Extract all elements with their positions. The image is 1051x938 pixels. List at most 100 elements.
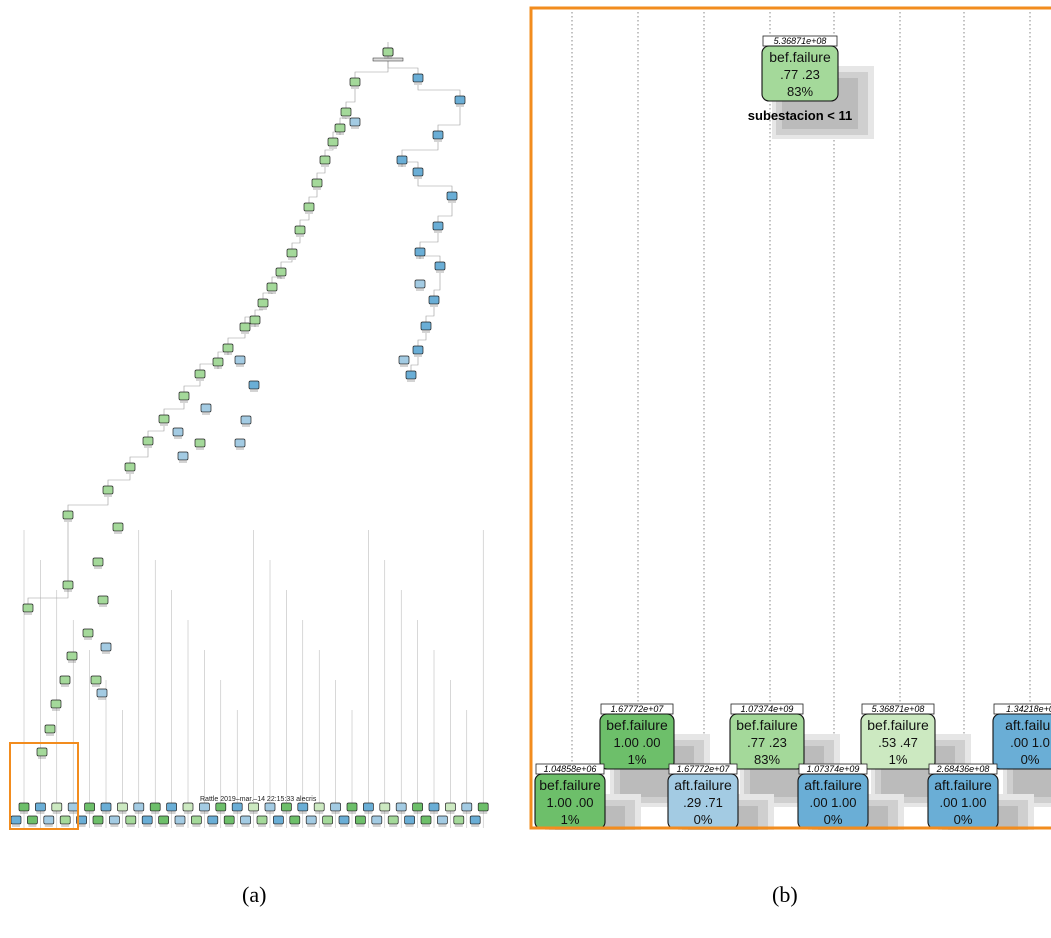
- node-percentage: 83%: [754, 752, 780, 767]
- tree-node: [158, 815, 169, 827]
- node-box: [158, 815, 169, 825]
- node-box: [420, 815, 432, 825]
- node-box: [248, 380, 260, 390]
- tree-node: [313, 802, 325, 814]
- tree-node: 2.68436e+08 aft.failure .00 1.00 0%: [927, 763, 1034, 830]
- node-box: [240, 415, 252, 425]
- zoom-grid: [571, 8, 1031, 826]
- tree-edge: [67, 497, 109, 511]
- tree-node: [445, 802, 456, 814]
- tree-node: [223, 815, 235, 827]
- tree-node: [349, 117, 361, 129]
- tree-node: [51, 802, 63, 814]
- node-box: [223, 815, 235, 825]
- tree-node: [18, 802, 30, 814]
- node-box: [428, 295, 440, 305]
- node-box: [124, 462, 136, 472]
- node-id-text: 5.36871e+08: [872, 704, 925, 714]
- tree-edge: [217, 351, 229, 358]
- node-box: [100, 802, 112, 812]
- node-box: [35, 802, 46, 812]
- tree-node: [264, 802, 276, 814]
- tree-node: [330, 802, 341, 814]
- node-id-text: 1.07374e+09: [807, 764, 860, 774]
- tree-node: [454, 95, 466, 107]
- tree-node: 1.67772e+07 aft.failure .29 .71 0%: [667, 763, 774, 830]
- tree-node: [349, 77, 361, 89]
- tree-edge: [401, 161, 419, 168]
- tree-node: [125, 815, 137, 827]
- tree-node: [177, 451, 189, 463]
- tree-node: [432, 221, 444, 233]
- tree-node: [96, 688, 108, 700]
- node-box: [340, 107, 352, 117]
- node-box: [199, 802, 210, 812]
- node-box: [412, 167, 424, 177]
- tree-node: 1.07374e+09 bef.failure .77 .23 83%: [729, 703, 840, 807]
- node-box: [158, 414, 170, 424]
- node-box: [182, 802, 194, 812]
- tree-node: [200, 403, 212, 415]
- node-box: [371, 815, 383, 825]
- tree-edge: [27, 522, 69, 604]
- node-box: [286, 248, 298, 258]
- node-box: [96, 688, 108, 698]
- tree-node: [379, 802, 391, 814]
- node-box: [338, 815, 350, 825]
- node-box: [177, 451, 189, 461]
- tree-node: [395, 802, 407, 814]
- node-box: [404, 815, 415, 825]
- node-box: [297, 802, 309, 812]
- node-box: [313, 802, 325, 812]
- node-probabilities: .00 1.00: [940, 795, 987, 810]
- tree-node: [240, 815, 251, 827]
- tree-node: [100, 802, 112, 814]
- tree-node: [355, 815, 366, 827]
- tree-node: [199, 802, 210, 814]
- node-probabilities: .29 .71: [683, 795, 723, 810]
- node-box: [256, 815, 268, 825]
- node-id-text: 1.34218e+0: [1006, 704, 1051, 714]
- tree-node: [311, 178, 323, 190]
- node-box: [303, 202, 315, 212]
- node-box: [62, 510, 74, 520]
- tree-node: [420, 815, 432, 827]
- tree-node: [92, 557, 104, 569]
- tree-edge: [425, 307, 435, 322]
- node-box: [396, 155, 408, 165]
- node-box: [330, 802, 341, 812]
- node-class-label: bef.failure: [769, 49, 831, 65]
- tree-node: [346, 802, 358, 814]
- tree-node: [363, 802, 374, 814]
- node-box: [215, 802, 227, 812]
- tree-node: [289, 815, 301, 827]
- tree-node: [62, 510, 74, 522]
- node-percentage: 0%: [954, 812, 973, 827]
- node-box: [62, 580, 74, 590]
- node-box: [414, 279, 426, 289]
- tree-node: [222, 343, 234, 355]
- tree-node: [249, 315, 261, 327]
- node-box: [428, 802, 440, 812]
- node-percentage: 1%: [628, 752, 647, 767]
- tree-node: [461, 802, 473, 814]
- tree-node: [432, 130, 444, 142]
- node-class-label: bef.failure: [539, 777, 601, 793]
- caption-a: (a): [242, 882, 267, 907]
- tree-edge: [437, 107, 461, 131]
- node-box: [469, 815, 481, 825]
- tree-node: [149, 802, 161, 814]
- zoomed-tree-diagram: 5.36871e+08 bef.failure .77 .23 83% subestac…: [529, 6, 1051, 830]
- node-box: [437, 815, 448, 825]
- tree-node: [414, 247, 426, 259]
- tree-node: [428, 802, 440, 814]
- node-class-label: aft.failur: [1005, 717, 1051, 733]
- tree-node: 5.36871e+08 bef.failure .77 .23 83%: [761, 35, 874, 139]
- node-id-text: 1.04858e+06: [544, 764, 597, 774]
- node-box: [420, 321, 432, 331]
- node-class-label: aft.failure: [674, 777, 732, 793]
- node-box: [445, 802, 456, 812]
- node-box: [51, 802, 63, 812]
- tree-edge: [308, 190, 318, 203]
- tree-node: [215, 802, 227, 814]
